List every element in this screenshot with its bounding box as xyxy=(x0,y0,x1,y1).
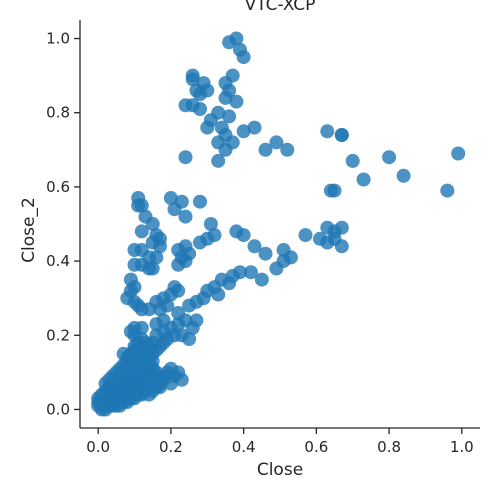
scatter-point xyxy=(451,146,466,161)
scatter-point xyxy=(236,124,251,139)
scatter-point xyxy=(222,109,237,124)
x-tick-label: 0.2 xyxy=(159,438,183,456)
x-tick-label: 0.0 xyxy=(86,438,110,456)
scatter-point xyxy=(134,224,149,239)
y-tick-label: 0.4 xyxy=(46,252,70,270)
scatter-point xyxy=(127,365,142,380)
scatter-point xyxy=(243,265,258,280)
x-axis-title: Close xyxy=(257,460,303,480)
scatter-point xyxy=(218,90,233,105)
scatter-point xyxy=(334,239,349,254)
scatter-point xyxy=(207,228,222,243)
scatter-point xyxy=(382,150,397,165)
y-tick-label: 0.8 xyxy=(46,104,70,122)
scatter-point xyxy=(193,87,207,102)
scatter-point xyxy=(269,135,284,150)
scatter-point xyxy=(211,153,226,168)
scatter-point xyxy=(123,354,138,369)
scatter-point xyxy=(182,332,197,346)
scatter-point xyxy=(229,94,244,109)
scatter-point xyxy=(320,124,335,139)
scatter-point xyxy=(247,120,262,135)
scatter-point xyxy=(134,320,149,335)
scatter-point xyxy=(178,150,193,165)
scatter-point xyxy=(276,254,291,269)
y-axis-title: Close_2 xyxy=(19,197,39,263)
scatter-point xyxy=(145,217,160,231)
x-tick-label: 0.8 xyxy=(377,438,401,456)
scatter-point xyxy=(153,302,167,317)
scatter-point xyxy=(127,257,142,272)
scatter-point xyxy=(229,31,244,46)
scatter-point xyxy=(396,168,411,183)
scatter-point xyxy=(225,68,240,83)
scatter-point xyxy=(298,228,313,243)
scatter-point xyxy=(127,243,142,257)
scatter-point xyxy=(145,261,160,276)
scatter-point xyxy=(102,383,117,398)
scatter-point xyxy=(211,287,226,302)
x-tick-label: 0.4 xyxy=(232,438,256,456)
scatter-point xyxy=(258,142,273,157)
scatter-point xyxy=(327,183,342,198)
chart-title: VTC-XCP xyxy=(245,0,316,15)
scatter-point xyxy=(218,142,233,157)
scatter-point xyxy=(334,220,349,235)
scatter-point xyxy=(345,153,360,168)
scatter-point xyxy=(203,217,218,231)
scatter-point xyxy=(123,324,138,339)
scatter-point xyxy=(171,257,186,272)
scatter-point xyxy=(116,383,131,398)
points-layer xyxy=(91,31,466,417)
scatter-point xyxy=(320,235,335,250)
scatter-point xyxy=(94,395,109,409)
scatter-point xyxy=(163,191,178,205)
y-ticks: 0.0 0.2 0.4 0.6 0.8 1.0 xyxy=(46,30,80,418)
scatter-point xyxy=(178,209,193,224)
x-tick-label: 1.0 xyxy=(450,438,474,456)
y-tick-label: 0.0 xyxy=(46,400,70,418)
scatter-point xyxy=(334,128,349,142)
scatter-point xyxy=(193,194,207,209)
x-ticks: 0.0 0.2 0.4 0.6 0.8 1.0 xyxy=(86,428,474,456)
scatter-point xyxy=(236,228,251,243)
scatter-point xyxy=(156,313,171,328)
scatter-point xyxy=(149,250,164,265)
scatter-point xyxy=(185,68,200,83)
scatter-point xyxy=(153,239,167,254)
scatter-point xyxy=(193,102,207,116)
scatter-point xyxy=(131,198,146,213)
scatter-point xyxy=(254,272,269,287)
scatter-point xyxy=(258,246,273,261)
scatter-point xyxy=(236,50,251,65)
scatter-point xyxy=(171,283,186,298)
scatter-point xyxy=(247,239,262,254)
x-tick-label: 0.6 xyxy=(304,438,328,456)
scatter-point xyxy=(233,265,247,280)
y-tick-label: 1.0 xyxy=(46,30,70,48)
y-tick-label: 0.2 xyxy=(46,326,70,344)
scatter-point xyxy=(356,172,371,187)
scatter-point xyxy=(174,372,189,387)
scatter-point xyxy=(200,120,215,135)
y-tick-label: 0.6 xyxy=(46,178,70,196)
scatter-point xyxy=(280,142,295,157)
scatter-point xyxy=(167,202,182,217)
scatter-point xyxy=(440,183,455,198)
